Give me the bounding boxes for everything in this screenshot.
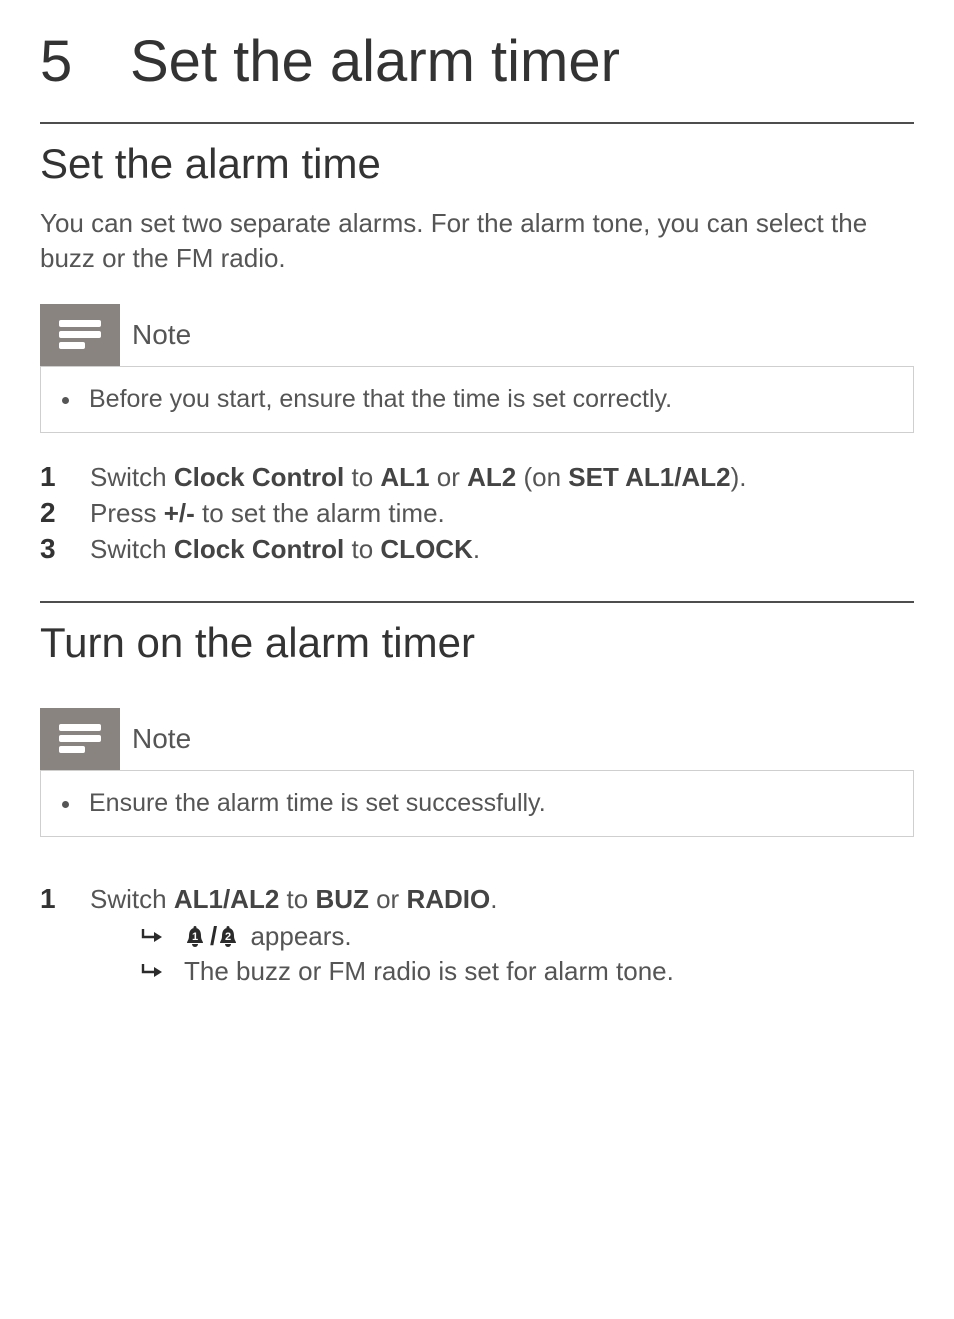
result-line: 1 / 2 appears. bbox=[90, 921, 914, 952]
note-item: Before you start, ensure that the time i… bbox=[83, 385, 891, 414]
step-text: Switch Clock Control to CLOCK. bbox=[90, 534, 914, 565]
step-item: 2 Press +/- to set the alarm time. bbox=[40, 497, 914, 529]
chapter-number: 5 bbox=[40, 30, 130, 94]
step-item: 1 Switch Clock Control to AL1 or AL2 (on… bbox=[40, 461, 914, 493]
svg-text:2: 2 bbox=[225, 931, 231, 943]
note-label: Note bbox=[120, 708, 191, 770]
divider bbox=[40, 601, 914, 603]
intro-paragraph: You can set two separate alarms. For the… bbox=[40, 206, 914, 276]
spacer bbox=[40, 686, 914, 708]
note-body: Ensure the alarm time is set successfull… bbox=[40, 770, 914, 837]
step-number: 1 bbox=[40, 883, 90, 915]
note-header: Note bbox=[40, 708, 914, 770]
result-arrow-icon bbox=[140, 961, 170, 981]
note-header: Note bbox=[40, 304, 914, 366]
step-number: 2 bbox=[40, 497, 90, 529]
steps-list: 1 Switch Clock Control to AL1 or AL2 (on… bbox=[40, 461, 914, 565]
result-arrow-icon bbox=[140, 926, 170, 946]
step-text: Switch AL1/AL2 to BUZ or RADIO. bbox=[90, 884, 914, 991]
step-item: 3 Switch Clock Control to CLOCK. bbox=[40, 533, 914, 565]
step-item: 1 Switch AL1/AL2 to BUZ or RADIO. bbox=[40, 883, 914, 991]
divider bbox=[40, 122, 914, 124]
result-text: 1 / 2 appears. bbox=[184, 921, 352, 952]
note-icon bbox=[40, 708, 120, 770]
step-results: 1 / 2 appears. bbox=[90, 921, 914, 987]
step-text: Press +/- to set the alarm time. bbox=[90, 498, 914, 529]
section-heading: Turn on the alarm timer bbox=[40, 619, 914, 667]
section-heading: Set the alarm time bbox=[40, 140, 914, 188]
steps-list: 1 Switch AL1/AL2 to BUZ or RADIO. bbox=[40, 883, 914, 991]
note-icon bbox=[40, 304, 120, 366]
note-item: Ensure the alarm time is set successfull… bbox=[83, 789, 891, 818]
manual-page: 5Set the alarm timer Set the alarm time … bbox=[0, 0, 954, 1057]
step-number: 3 bbox=[40, 533, 90, 565]
chapter-title: 5Set the alarm timer bbox=[40, 30, 914, 94]
step-text: Switch Clock Control to AL1 or AL2 (on S… bbox=[90, 462, 914, 493]
svg-text:1: 1 bbox=[192, 931, 198, 943]
spacer bbox=[40, 865, 914, 883]
result-text: The buzz or FM radio is set for alarm to… bbox=[184, 956, 674, 987]
bell-1-icon: 1 bbox=[184, 925, 206, 951]
result-line: The buzz or FM radio is set for alarm to… bbox=[90, 956, 914, 987]
bell-2-icon: 2 bbox=[217, 925, 239, 951]
note-label: Note bbox=[120, 304, 191, 366]
note-body: Before you start, ensure that the time i… bbox=[40, 366, 914, 433]
step-number: 1 bbox=[40, 461, 90, 493]
chapter-title-text: Set the alarm timer bbox=[130, 29, 620, 94]
